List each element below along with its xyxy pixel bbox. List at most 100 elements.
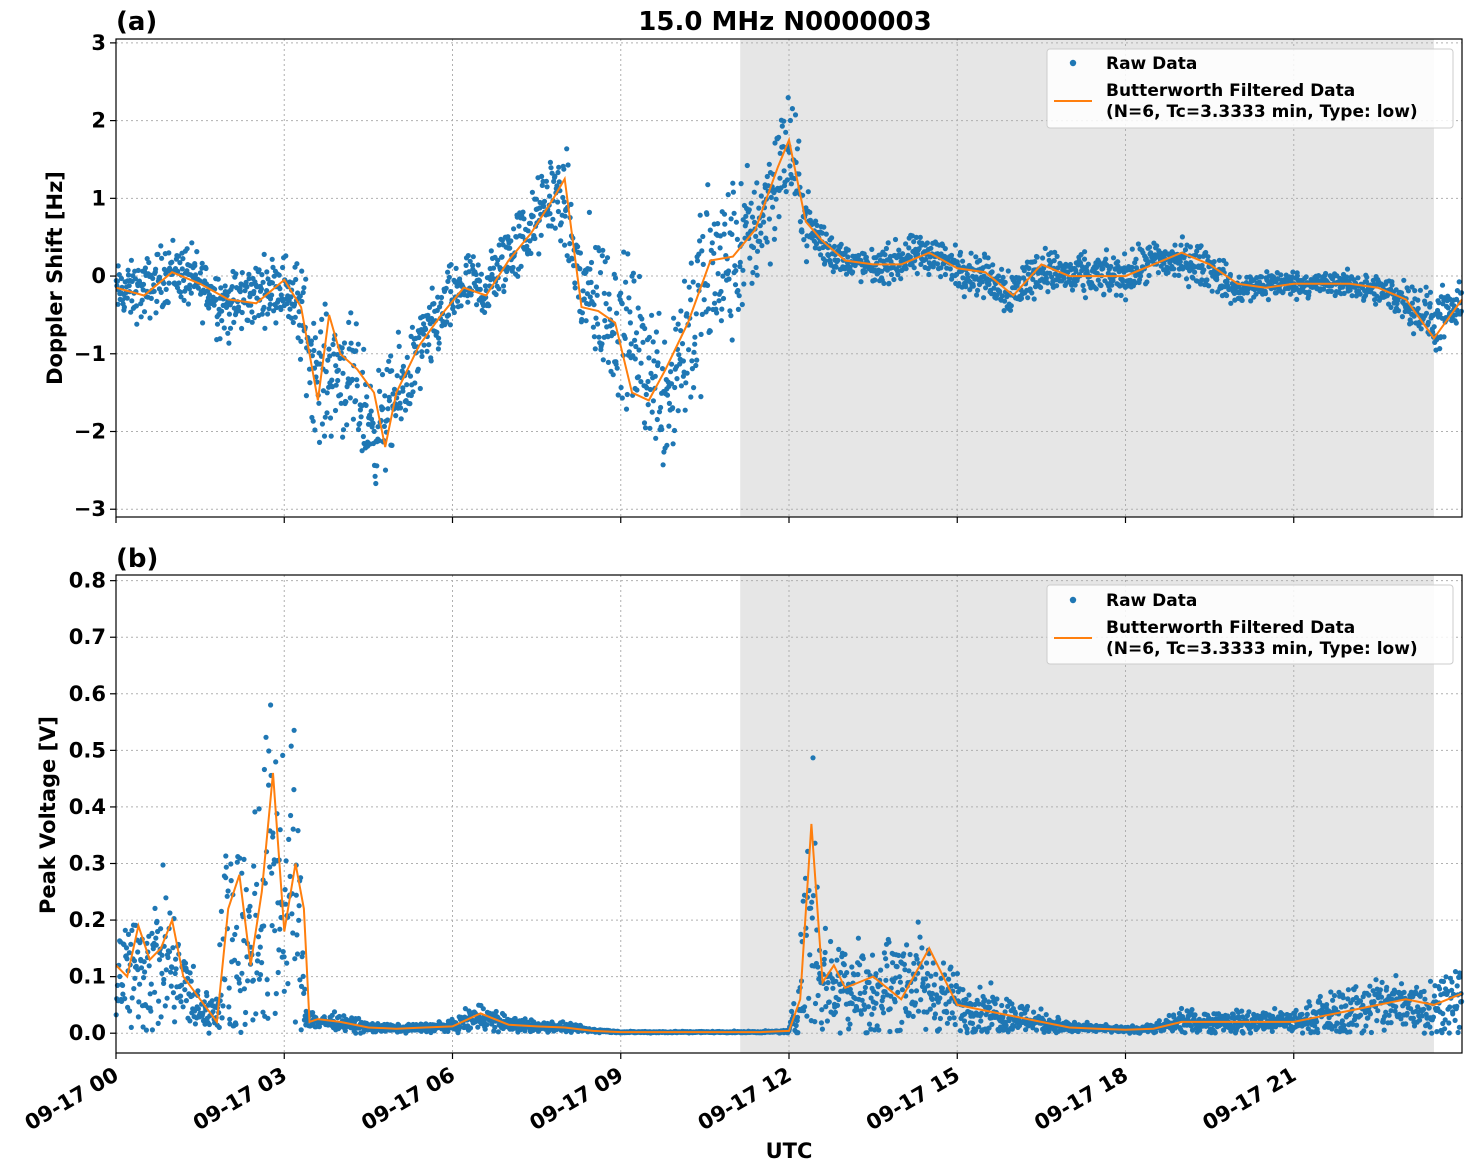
raw-data-point (140, 281, 147, 287)
raw-data-point (493, 291, 499, 298)
raw-data-point (913, 234, 920, 240)
raw-data-point (981, 295, 987, 301)
raw-data-point (527, 220, 534, 226)
raw-data-point (195, 988, 201, 994)
raw-data-point (499, 254, 505, 260)
raw-data-point (241, 986, 247, 992)
raw-data-point (781, 118, 787, 124)
raw-data-point (227, 325, 234, 331)
raw-data-point (283, 253, 289, 259)
raw-data-point (897, 974, 903, 980)
raw-data-point (1118, 292, 1124, 298)
raw-data-point (640, 339, 646, 345)
raw-data-point (847, 1021, 853, 1027)
raw-data-point (960, 275, 966, 281)
raw-data-point (804, 243, 810, 249)
raw-data-point (1320, 286, 1327, 292)
raw-data-point (347, 395, 353, 401)
raw-data-point (964, 1026, 970, 1032)
raw-data-point (933, 971, 939, 977)
raw-data-point (605, 359, 612, 365)
raw-data-point (522, 1016, 528, 1022)
raw-data-point (156, 957, 163, 963)
raw-data-point (732, 282, 739, 288)
raw-data-point (455, 298, 461, 304)
raw-data-point (989, 1021, 995, 1027)
raw-data-point (641, 420, 648, 426)
raw-data-point (318, 329, 324, 335)
raw-data-point (737, 259, 743, 265)
raw-data-point (187, 1018, 193, 1024)
raw-data-point (821, 224, 827, 230)
raw-data-point (952, 1021, 958, 1028)
raw-data-point (1236, 1014, 1242, 1020)
raw-data-point (615, 392, 621, 398)
raw-data-point (214, 321, 221, 327)
raw-data-point (147, 315, 153, 321)
raw-data-point (521, 216, 527, 222)
raw-data-point (901, 951, 907, 957)
raw-data-point (179, 266, 185, 272)
raw-data-point (528, 250, 534, 256)
raw-data-point (128, 1024, 134, 1030)
raw-data-point (1431, 324, 1437, 330)
raw-data-point (567, 241, 573, 247)
raw-data-point (766, 216, 773, 222)
raw-data-point (914, 956, 920, 962)
raw-data-point (929, 996, 935, 1003)
raw-data-point (865, 1004, 872, 1010)
raw-data-point (1029, 290, 1035, 296)
raw-data-point (125, 931, 132, 938)
raw-data-point (186, 286, 192, 292)
raw-data-point (593, 284, 600, 290)
raw-data-point (493, 1008, 499, 1015)
raw-data-point (147, 991, 153, 997)
raw-data-point (257, 944, 263, 950)
raw-data-point (368, 408, 374, 414)
raw-data-point (987, 1004, 993, 1011)
raw-data-point (773, 196, 779, 202)
raw-data-point (688, 260, 694, 266)
raw-data-point (474, 302, 480, 308)
raw-data-point (181, 277, 187, 283)
raw-data-point (1109, 282, 1115, 288)
raw-data-point (148, 981, 154, 987)
raw-data-point (1115, 259, 1121, 265)
raw-data-point (900, 251, 906, 257)
raw-data-point (1084, 1019, 1090, 1025)
raw-data-point (695, 282, 701, 288)
raw-data-point (1067, 261, 1073, 268)
raw-data-point (796, 171, 802, 177)
raw-data-point (153, 266, 159, 272)
raw-data-point (424, 348, 430, 354)
raw-data-point (789, 1008, 795, 1015)
raw-data-point (398, 416, 404, 422)
raw-data-point (1007, 307, 1014, 313)
raw-data-point (404, 354, 410, 360)
raw-data-point (970, 283, 976, 289)
raw-data-point (426, 342, 432, 348)
raw-data-point (678, 328, 684, 334)
raw-data-point (806, 995, 812, 1001)
raw-data-point (766, 161, 772, 167)
raw-data-point (741, 281, 747, 287)
raw-data-point (178, 982, 185, 988)
raw-data-point (182, 960, 189, 966)
raw-data-point (923, 976, 929, 982)
raw-data-point (714, 310, 720, 316)
raw-data-point (887, 1028, 893, 1035)
raw-data-point (690, 279, 696, 285)
raw-data-point (688, 297, 694, 303)
raw-data-point (136, 999, 142, 1005)
raw-data-point (836, 946, 842, 953)
raw-data-point (813, 241, 820, 247)
raw-data-point (1024, 1003, 1031, 1010)
raw-data-point (340, 370, 346, 376)
raw-data-point (129, 995, 135, 1001)
raw-data-point (527, 238, 533, 244)
raw-data-point (1304, 1011, 1310, 1018)
raw-data-point (627, 320, 634, 326)
raw-data-point (678, 308, 684, 314)
raw-data-point (1225, 1013, 1231, 1019)
raw-data-point (1224, 279, 1230, 285)
